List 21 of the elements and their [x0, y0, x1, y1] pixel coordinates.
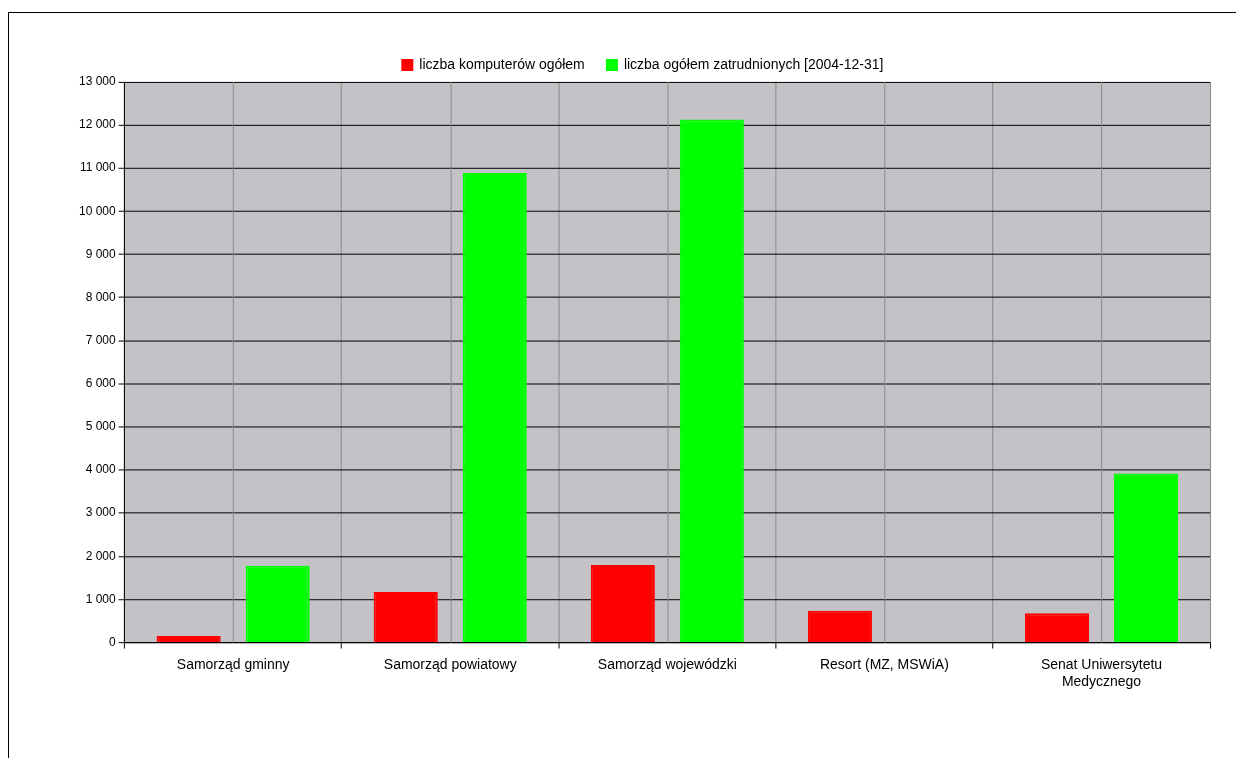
- y-tick-label: 0: [108, 634, 116, 649]
- y-tick-label: 3 000: [85, 505, 116, 520]
- y-tick-label: 13 000: [79, 74, 116, 89]
- y-tick-label: 1 000: [85, 591, 116, 606]
- y-tick-label: 11 000: [79, 160, 116, 175]
- y-tick-label: 4 000: [85, 462, 116, 477]
- x-tick-label: Samorząd gminny: [176, 655, 290, 672]
- x-tick-label: Samorząd wojewódzki: [597, 655, 737, 672]
- y-tick-label: 12 000: [79, 117, 116, 132]
- x-tick-label: Samorząd powiatowy: [383, 655, 517, 672]
- y-tick-label: 9 000: [85, 246, 116, 261]
- y-tick-label: 7 000: [85, 332, 116, 347]
- y-tick-label: 6 000: [85, 376, 116, 391]
- legend-label: liczba komputerów ogółem: [419, 55, 585, 72]
- y-tick-label: 8 000: [85, 289, 116, 304]
- legend-label: liczba ogółem zatrudnionych [2004-12-31]: [623, 55, 884, 72]
- y-tick-label: 10 000: [79, 203, 116, 218]
- y-tick-label: 2 000: [85, 548, 116, 563]
- x-tick-label: Senat Uniwersytetu Medycznego: [1040, 655, 1163, 689]
- x-tick-label: Resort (MZ, MSWiA): [819, 655, 949, 672]
- y-tick-label: 5 000: [85, 419, 116, 434]
